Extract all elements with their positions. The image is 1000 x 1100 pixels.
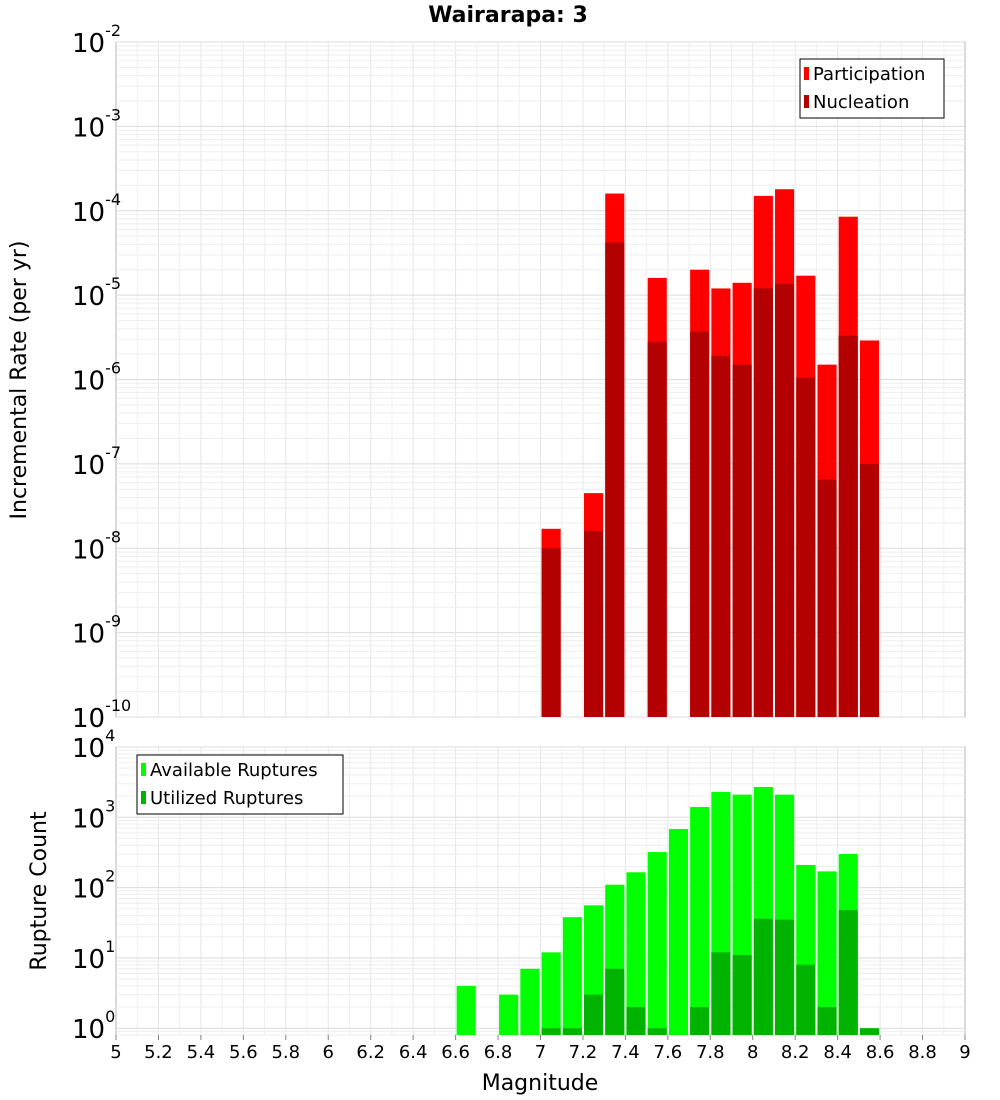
x-tick-label: 8.2 — [781, 1042, 810, 1063]
top-y-tick-label: 10-6 — [72, 359, 121, 397]
bottom-bar-utilized-ruptures — [775, 919, 795, 1035]
bottom-bars — [456, 786, 880, 1035]
top-y-axis-label: Incremental Rate (per yr) — [7, 241, 32, 520]
x-tick-label: 5.6 — [229, 1042, 258, 1063]
top-bar-nucleation — [859, 463, 880, 717]
x-tick-label: 6 — [323, 1042, 334, 1063]
bottom-y-tick-label: 101 — [72, 937, 115, 975]
top-y-tick-label: 10-3 — [72, 105, 121, 143]
bottom-bar-available-ruptures — [668, 829, 689, 1035]
legend-label-available: Available Ruptures — [150, 760, 318, 781]
bottom-bar-utilized-ruptures — [732, 954, 752, 1035]
legend-label-utilized: Utilized Ruptures — [150, 788, 303, 809]
bottom-bar-available-ruptures — [562, 917, 582, 1035]
bottom-bar-available-ruptures — [817, 871, 837, 1035]
top-bar-nucleation — [775, 284, 795, 717]
top-y-tick-label: 10-8 — [72, 527, 121, 565]
bottom-y-tick-label: 103 — [72, 796, 115, 834]
legend-swatch-available — [141, 763, 146, 776]
x-tick-label: 5.2 — [144, 1042, 173, 1063]
x-tick-label: 5.4 — [187, 1042, 216, 1063]
top-y-tick-label: 10-7 — [72, 443, 121, 481]
bottom-y-tick-labels: 100 101 102 103 104 — [72, 726, 115, 1045]
bottom-bar-utilized-ruptures — [753, 918, 773, 1035]
bottom-bar-available-ruptures — [647, 852, 667, 1035]
x-tick-labels: 5 5.2 5.4 5.6 5.8 6 6.2 6.4 6.6 6.8 7 7.2 7.4 7.6 7.8 8… — [110, 1035, 971, 1063]
bottom-bar-available-ruptures — [541, 952, 561, 1035]
top-gridlines — [116, 41, 965, 718]
top-bar-nucleation — [690, 331, 710, 717]
legend-swatch-nucleation — [804, 95, 809, 108]
top-plot: 10-10 10-9 10-8 10-7 10-6 10-5 10-4 10-3 10-2 In… — [7, 21, 966, 734]
x-tick-label: 5 — [110, 1042, 121, 1063]
top-y-tick-labels: 10-10 10-9 10-8 10-7 10-6 10-5 10-4 10-3 10-2 — [72, 21, 131, 734]
x-tick-label: 7.2 — [569, 1042, 598, 1063]
bottom-legend: Available Ruptures Utilized Ruptures — [136, 754, 344, 815]
bottom-bar-utilized-ruptures — [605, 968, 625, 1035]
bottom-bar-available-ruptures — [499, 994, 519, 1035]
top-bar-nucleation — [817, 479, 837, 717]
legend-label-nucleation: Nucleation — [813, 92, 909, 113]
bottom-plot: 100 101 102 103 104 5 5.2 5.4 5.6 5.8 6 6.2 6.4 6.6 6… — [27, 726, 971, 1096]
legend-label-participation: Participation — [813, 64, 925, 85]
bottom-bar-utilized-ruptures — [626, 1007, 646, 1035]
top-bars — [541, 189, 880, 718]
bottom-bar-available-ruptures — [626, 872, 646, 1035]
bottom-y-tick-label: 104 — [72, 726, 115, 764]
top-bar-nucleation — [541, 548, 561, 717]
bottom-bar-utilized-ruptures — [562, 1028, 582, 1035]
x-tick-label: 7.6 — [654, 1042, 683, 1063]
top-y-tick-label: 10-10 — [72, 696, 131, 734]
x-tick-label: 6.6 — [441, 1042, 470, 1063]
x-tick-label: 8.8 — [908, 1042, 937, 1063]
top-bar-nucleation — [753, 288, 773, 717]
x-tick-label: 8.6 — [866, 1042, 895, 1063]
top-y-tick-label: 10-5 — [72, 274, 121, 312]
top-legend-box — [799, 58, 945, 119]
x-tick-label: 6.8 — [484, 1042, 513, 1063]
top-bar-nucleation — [796, 377, 816, 717]
x-tick-label: 6.2 — [356, 1042, 385, 1063]
x-tick-label: 6.4 — [399, 1042, 428, 1063]
x-tick-label: 5.8 — [271, 1042, 300, 1063]
bottom-bar-utilized-ruptures — [859, 1028, 880, 1035]
top-bar-nucleation — [711, 355, 731, 717]
x-tick-label: 7.8 — [696, 1042, 725, 1063]
x-tick-label: 8 — [747, 1042, 758, 1063]
top-y-tick-label: 10-4 — [72, 190, 121, 228]
top-bar-nucleation — [584, 531, 604, 717]
bottom-bar-utilized-ruptures — [541, 1028, 561, 1035]
legend-swatch-utilized — [141, 791, 146, 804]
x-tick-label: 8.4 — [823, 1042, 852, 1063]
x-tick-label: 7.4 — [611, 1042, 640, 1063]
bottom-bar-utilized-ruptures — [817, 1007, 837, 1035]
top-bar-nucleation — [605, 242, 625, 718]
top-y-tick-label: 10-9 — [72, 612, 121, 650]
top-bar-nucleation — [647, 341, 667, 717]
bottom-y-tick-label: 100 — [72, 1007, 115, 1045]
bottom-bar-utilized-ruptures — [711, 952, 731, 1035]
top-y-tick-label: 10-2 — [72, 21, 121, 59]
legend-swatch-participation — [804, 67, 809, 80]
x-tick-label: 7 — [535, 1042, 546, 1063]
bottom-bar-utilized-ruptures — [647, 1028, 667, 1035]
x-tick-label: 9 — [959, 1042, 970, 1063]
bottom-bar-utilized-ruptures — [690, 1007, 710, 1035]
bottom-bar-utilized-ruptures — [584, 994, 604, 1035]
bottom-bar-available-ruptures — [690, 807, 710, 1035]
x-axis-label: Magnitude — [482, 1071, 599, 1096]
top-bar-nucleation — [732, 364, 752, 717]
chart-title: Wairarapa: 3 — [428, 3, 588, 28]
bottom-bar-utilized-ruptures — [838, 910, 858, 1035]
bottom-y-axis-label: Rupture Count — [27, 811, 52, 971]
bottom-bar-available-ruptures — [520, 968, 540, 1035]
bottom-bar-available-ruptures — [456, 985, 476, 1035]
bottom-y-tick-label: 102 — [72, 867, 115, 905]
bottom-bar-utilized-ruptures — [796, 964, 816, 1035]
top-legend: Participation Nucleation — [799, 58, 945, 119]
top-bar-nucleation — [838, 335, 858, 717]
bottom-legend-box — [136, 754, 344, 815]
